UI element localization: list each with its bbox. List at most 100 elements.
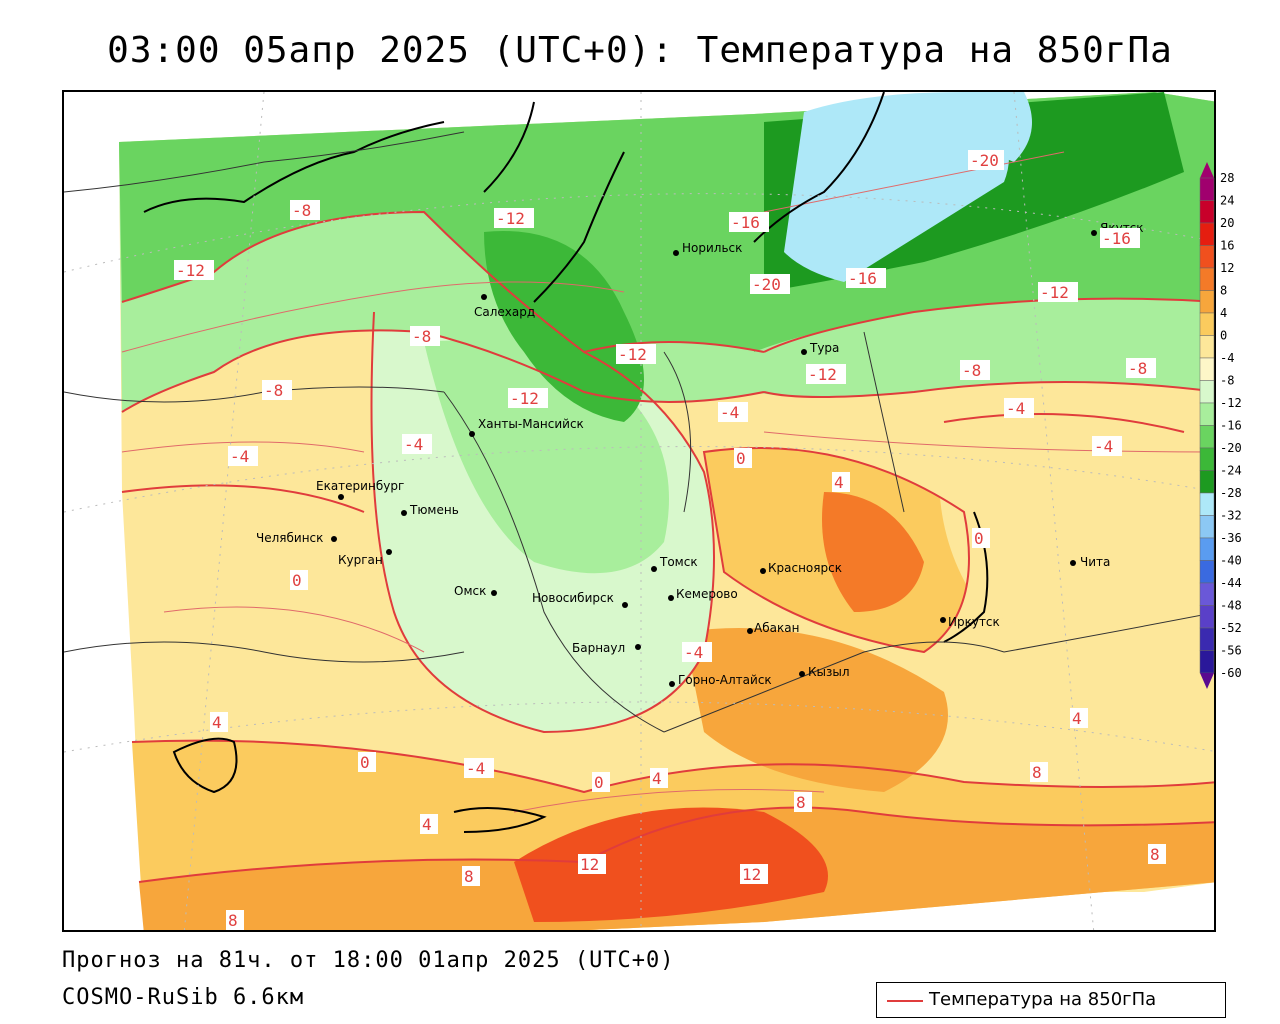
color-scale-label: -32 [1220, 509, 1242, 523]
color-scale-swatch [1199, 312, 1215, 336]
svg-text:4: 4 [212, 713, 222, 732]
color-scale-swatch [1199, 335, 1215, 359]
city-krasnoyarsk: Красноярск [768, 561, 842, 575]
color-scale-label: 8 [1220, 284, 1227, 298]
color-scale-swatch [1199, 200, 1215, 224]
svg-text:8: 8 [1150, 845, 1160, 864]
city-irkutsk: Иркутск [948, 615, 1000, 629]
color-scale-label: 0 [1220, 329, 1227, 343]
svg-text:12: 12 [742, 865, 761, 884]
svg-text:-8: -8 [264, 381, 283, 400]
graticule [64, 92, 1214, 930]
color-scale-swatch [1199, 447, 1215, 471]
city-abakan: Абакан [754, 621, 799, 635]
color-scale-labels: 28 24 20 16 12 8 4 0 -4 -8 -12 -16 -20 -24 -28 -32 -36 -4… [1220, 171, 1242, 680]
city-chita: Чита [1080, 555, 1110, 569]
svg-text:-4: -4 [466, 759, 485, 778]
city-yekaterinburg: Екатеринбург [316, 479, 404, 493]
map-title: 03:00 05апр 2025 (UTC+0): Температура на… [107, 30, 1173, 71]
svg-text:4: 4 [1072, 709, 1082, 728]
svg-text:-16: -16 [848, 269, 877, 288]
color-scale-label: 28 [1220, 171, 1234, 185]
svg-text:8: 8 [228, 911, 238, 930]
city-barnaul: Барнаул [572, 641, 625, 655]
color-scale-label: 4 [1220, 306, 1227, 320]
color-scale-swatch [1199, 290, 1215, 314]
color-scale-swatch [1199, 245, 1215, 269]
city-tura: Тура [809, 341, 839, 355]
city-tyumen: Тюмень [409, 503, 459, 517]
legend-label: Температура на 850гПа [929, 989, 1157, 1010]
svg-text:-12: -12 [808, 365, 837, 384]
color-scale-swatch [1199, 627, 1215, 651]
city-kemerovo: Кемерово [676, 587, 738, 601]
color-scale-swatch [1199, 402, 1215, 426]
color-scale-label: 24 [1220, 194, 1234, 208]
svg-text:4: 4 [652, 769, 662, 788]
svg-text:-4: -4 [720, 403, 739, 422]
svg-text:-4: -4 [230, 447, 249, 466]
svg-text:8: 8 [1032, 763, 1042, 782]
city-chelyabinsk: Челябинск [256, 531, 323, 545]
color-scale-label: -8 [1220, 374, 1234, 388]
svg-text:8: 8 [464, 867, 474, 886]
svg-text:-8: -8 [412, 327, 431, 346]
color-scale-label: -20 [1220, 441, 1242, 455]
svg-text:8: 8 [796, 793, 806, 812]
svg-text:-4: -4 [1006, 399, 1025, 418]
color-scale-swatch [1199, 357, 1215, 381]
svg-text:0: 0 [594, 773, 604, 792]
svg-text:-4: -4 [404, 435, 423, 454]
city-norilsk: Норильск [682, 241, 742, 255]
color-scale-label: -4 [1220, 351, 1234, 365]
svg-text:4: 4 [834, 473, 844, 492]
svg-text:0: 0 [292, 571, 302, 590]
color-scale-label: -44 [1220, 576, 1242, 590]
city-kyzyl: Кызыл [808, 665, 850, 679]
svg-text:-8: -8 [292, 201, 311, 220]
city-omsk: Омск [454, 584, 486, 598]
forecast-info: Прогноз на 81ч. от 18:00 01апр 2025 (UTC… [62, 948, 675, 973]
city-khanty-mansiysk: Ханты-Мансийск [478, 417, 584, 431]
svg-text:-12: -12 [176, 261, 205, 280]
color-scale-label: 20 [1220, 216, 1234, 230]
color-scale-label: -48 [1220, 599, 1242, 613]
svg-text:-20: -20 [752, 275, 781, 294]
color-scale-bottom-arrow [1200, 673, 1214, 689]
color-scale-label: -56 [1220, 644, 1242, 658]
color-scale-swatch [1199, 267, 1215, 291]
svg-text:4: 4 [422, 815, 432, 834]
color-scale-swatch [1199, 515, 1215, 539]
color-scale-label: 12 [1220, 261, 1234, 275]
color-scale: 28 24 20 16 12 8 4 0 -4 -8 -12 -16 -20 -24 -28 -32 -36 -4… [1199, 162, 1242, 689]
svg-text:12: 12 [580, 855, 599, 874]
city-salekhard: Салехард [474, 305, 535, 319]
svg-text:-4: -4 [684, 643, 703, 662]
svg-text:-12: -12 [618, 345, 647, 364]
color-scale-swatch [1199, 222, 1215, 246]
city-novosibirsk: Новосибирск [532, 591, 614, 605]
svg-text:-12: -12 [510, 389, 539, 408]
color-scale-swatch [1199, 605, 1215, 629]
color-scale-swatch [1199, 650, 1215, 674]
temperature-map: Якутск Норильск Салехард Тура Ханты-Манс… [62, 90, 1216, 932]
city-gorno-altaysk: Горно-Алтайск [678, 673, 772, 687]
color-scale-swatch [1199, 537, 1215, 561]
city-kurgan: Курган [338, 553, 383, 567]
color-scale-swatch [1199, 380, 1215, 404]
svg-text:-12: -12 [496, 209, 525, 228]
map-canvas: Якутск Норильск Салехард Тура Ханты-Манс… [64, 92, 1214, 930]
color-scale-swatch [1199, 425, 1215, 449]
color-scale-label: -60 [1220, 666, 1242, 680]
admin-borders [64, 131, 1214, 733]
svg-text:-16: -16 [731, 213, 760, 232]
svg-text:-20: -20 [970, 151, 999, 170]
svg-text:0: 0 [736, 449, 746, 468]
color-scale-swatches [1199, 162, 1215, 689]
cities: Якутск Норильск Салехард Тура Ханты-Манс… [256, 221, 1144, 687]
map-legend: Температура на 850гПа [876, 982, 1226, 1018]
color-scale-swatch [1199, 177, 1215, 201]
temperature-fields [119, 92, 1214, 930]
legend-line-swatch [887, 1000, 923, 1002]
color-scale-swatch [1199, 582, 1215, 606]
